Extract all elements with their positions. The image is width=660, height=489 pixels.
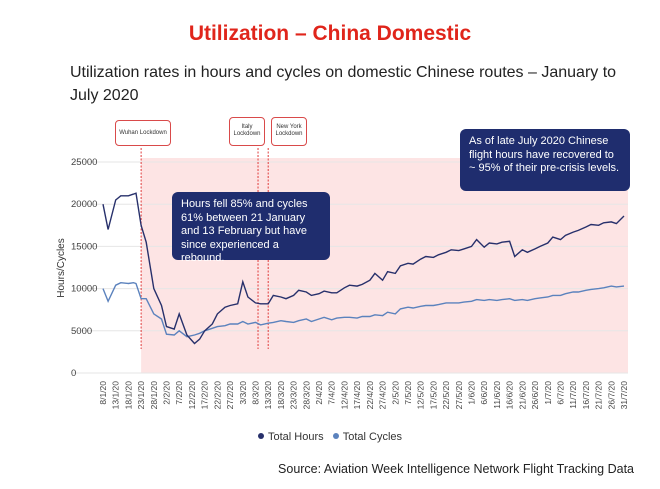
x-tick-label: 26/6/20	[530, 381, 540, 410]
event-label-wuhan-lockdown: Wuhan Lockdown	[115, 120, 171, 146]
series-line-total-cycles	[102, 281, 625, 338]
x-tick-label: 3/3/20	[238, 381, 248, 405]
x-tick-label: 1/7/20	[543, 381, 553, 405]
chart-subtitle: Utilization rates in hours and cycles on…	[70, 64, 617, 104]
x-tick-label: 7/5/20	[403, 381, 413, 405]
source-note: Source: Aviation Week Intelligence Netwo…	[278, 462, 634, 476]
y-tick-label: 10000	[71, 284, 97, 295]
x-tick-label: 12/5/20	[416, 381, 426, 410]
x-tick-label: 18/1/20	[123, 381, 133, 410]
x-tick-label: 17/5/20	[428, 381, 438, 410]
x-tick-label: 12/2/20	[187, 381, 197, 410]
x-tick-label: 23/3/20	[289, 381, 299, 410]
y-tick-label: 20000	[71, 199, 97, 210]
x-tick-label: 8/3/20	[251, 381, 261, 405]
x-tick-label: 1/6/20	[467, 381, 477, 405]
x-tick-label: 17/2/20	[200, 381, 210, 410]
x-tick-label: 28/1/20	[149, 381, 159, 410]
x-tick-label: 7/2/20	[174, 381, 184, 405]
x-tick-label: 7/4/20	[327, 381, 337, 405]
event-label-italy-lockdown: Italy Lockdown	[229, 117, 265, 146]
x-tick-label: 18/3/20	[276, 381, 286, 410]
x-tick-label: 6/7/20	[556, 381, 566, 405]
y-axis-label: Hours/Cycles	[56, 238, 67, 297]
x-tick-label: 31/7/20	[619, 381, 629, 410]
x-tick-label: 2/5/20	[390, 381, 400, 405]
x-tick-label: 27/4/20	[378, 381, 388, 410]
chart-legend: Total Hours Total Cycles	[0, 431, 660, 443]
x-tick-label: 27/2/20	[225, 381, 235, 410]
event-label-new-york-lockdown: New York Lockdown	[271, 117, 307, 146]
x-tick-label: 11/7/20	[568, 381, 578, 409]
y-tick-label: 5000	[71, 326, 92, 337]
x-tick-label: 13/1/20	[111, 381, 121, 410]
x-tick-label: 26/7/20	[606, 381, 616, 410]
legend-swatch-total-hours	[258, 433, 264, 439]
x-tick-label: 11/6/20	[492, 381, 502, 409]
x-tick-label: 16/7/20	[581, 381, 591, 410]
x-tick-label: 27/5/20	[454, 381, 464, 410]
y-tick-label: 25000	[71, 157, 97, 168]
y-tick-label: 15000	[71, 241, 97, 252]
x-tick-label: 23/1/20	[136, 381, 146, 410]
legend-item-total-hours: Total Hours	[258, 431, 327, 443]
x-tick-label: 12/4/20	[339, 381, 349, 410]
x-tick-label: 21/7/20	[594, 381, 604, 410]
x-tick-label: 22/5/20	[441, 381, 451, 410]
x-tick-label: 13/3/20	[263, 381, 273, 410]
x-tick-label: 8/1/20	[98, 381, 108, 405]
series-line-total-hours	[102, 192, 625, 345]
legend-swatch-total-cycles	[332, 433, 339, 439]
y-tick-label: 0	[71, 368, 76, 379]
chart-title: Utilization – China Domestic	[188, 22, 472, 45]
legend-item-total-cycles: Total Cycles	[332, 431, 402, 443]
callout-recovery: As of late July 2020 Chinese flight hour…	[460, 129, 630, 191]
x-tick-label: 22/4/20	[365, 381, 375, 410]
x-tick-label: 2/4/20	[314, 381, 324, 405]
x-tick-label: 22/2/20	[212, 381, 222, 410]
callout-rebound: Hours fell 85% and cycles 61% between 21…	[172, 192, 330, 264]
x-tick-label: 6/6/20	[479, 381, 489, 405]
x-tick-label: 2/2/20	[162, 381, 172, 405]
x-tick-label: 17/4/20	[352, 381, 362, 410]
x-tick-label: 21/6/20	[517, 381, 527, 410]
x-tick-label: 16/6/20	[505, 381, 515, 410]
x-tick-label: 28/3/20	[301, 381, 311, 410]
